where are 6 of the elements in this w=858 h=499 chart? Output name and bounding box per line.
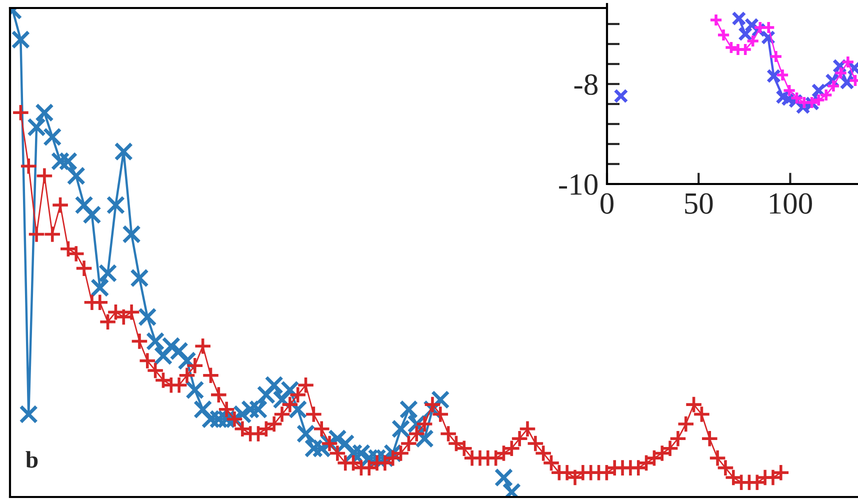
- y-tick-label: -10: [559, 174, 598, 195]
- y-tick-label: -8: [574, 74, 598, 95]
- x-tick-label: 0: [600, 193, 614, 214]
- x-tick-label: 100: [770, 193, 812, 214]
- annotation: b: [26, 451, 38, 468]
- x-tick-label: 50: [685, 193, 713, 214]
